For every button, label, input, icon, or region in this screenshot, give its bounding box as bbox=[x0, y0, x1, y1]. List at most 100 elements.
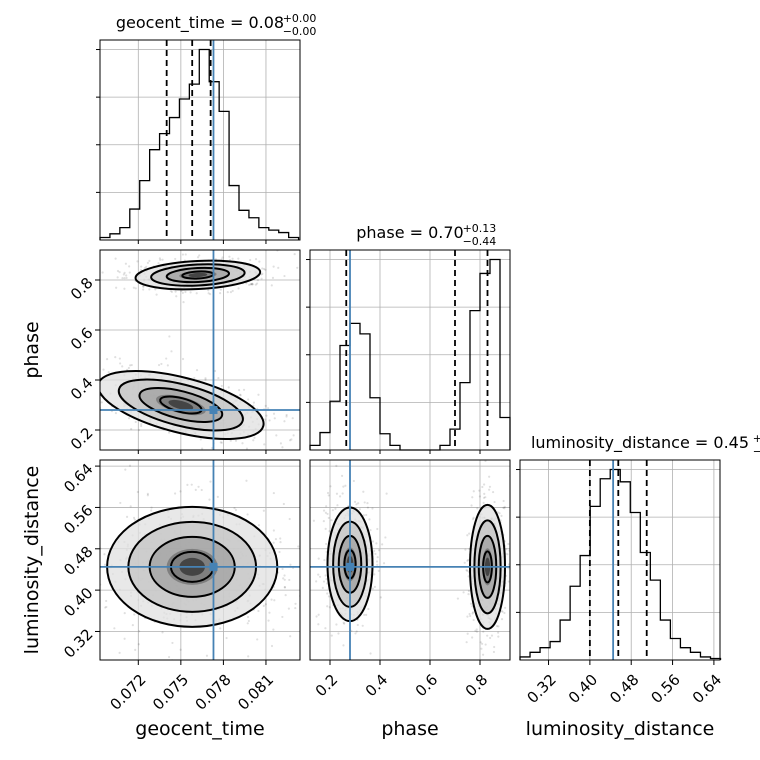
sample-point bbox=[251, 282, 254, 285]
sample-point bbox=[512, 557, 514, 559]
sample-point bbox=[145, 265, 148, 268]
sample-point bbox=[105, 599, 108, 603]
sample-point bbox=[248, 283, 251, 286]
sample-point bbox=[362, 514, 365, 517]
sample-point bbox=[113, 627, 116, 630]
sample-point bbox=[471, 611, 475, 614]
sample-point bbox=[500, 609, 503, 613]
sample-point bbox=[157, 262, 160, 265]
sample-point bbox=[335, 464, 338, 467]
sample-point bbox=[247, 655, 250, 658]
sample-point bbox=[484, 643, 487, 646]
sample-point bbox=[371, 587, 374, 590]
sample-point bbox=[467, 593, 470, 596]
x-tick-label: 0.40 bbox=[565, 671, 601, 707]
sample-point bbox=[140, 265, 143, 268]
sample-point bbox=[237, 257, 240, 260]
sample-point bbox=[114, 356, 117, 359]
sample-point bbox=[128, 271, 131, 274]
sample-point bbox=[306, 514, 308, 516]
sample-point bbox=[327, 595, 331, 598]
sample-point bbox=[294, 606, 297, 610]
sample-point bbox=[119, 362, 122, 365]
sample-point bbox=[481, 653, 485, 656]
sample-point bbox=[264, 404, 267, 407]
sample-point bbox=[146, 261, 150, 264]
sample-point bbox=[322, 580, 326, 583]
sample-point bbox=[329, 485, 332, 488]
sample-point bbox=[257, 609, 260, 613]
sample-point bbox=[466, 534, 469, 537]
panel-frame bbox=[99, 39, 301, 241]
sample-point bbox=[282, 577, 285, 580]
sample-point bbox=[334, 507, 337, 510]
sample-point bbox=[471, 518, 475, 521]
sample-point bbox=[209, 480, 212, 483]
sample-point bbox=[262, 509, 265, 512]
title-upper-error: +0.13 bbox=[463, 222, 497, 235]
sample-point bbox=[296, 266, 299, 269]
sample-point bbox=[283, 586, 286, 589]
sample-point bbox=[175, 295, 178, 298]
sample-point bbox=[204, 377, 207, 380]
y-tick-label: 0.2 bbox=[67, 424, 97, 454]
sample-point bbox=[368, 518, 371, 521]
sample-point bbox=[200, 488, 203, 492]
x-tick-label: 0.075 bbox=[149, 671, 192, 714]
sample-point bbox=[481, 642, 484, 645]
sample-point bbox=[272, 628, 275, 631]
sample-point bbox=[181, 291, 184, 294]
sample-point bbox=[96, 383, 98, 385]
sample-point bbox=[500, 617, 504, 621]
sample-point bbox=[93, 281, 95, 283]
sample-point bbox=[158, 257, 161, 260]
sample-point bbox=[251, 456, 253, 458]
sample-point bbox=[365, 513, 368, 517]
sample-point bbox=[93, 524, 95, 526]
sample-point bbox=[341, 492, 344, 495]
sample-point bbox=[463, 561, 466, 564]
sample-point bbox=[501, 610, 504, 613]
sample-point bbox=[217, 376, 220, 380]
sample-point bbox=[196, 256, 200, 259]
panel-frame bbox=[99, 249, 301, 451]
sample-point bbox=[330, 634, 333, 637]
sample-point bbox=[278, 550, 281, 554]
sample-point bbox=[186, 483, 189, 486]
sample-point bbox=[179, 648, 182, 651]
sample-point bbox=[237, 287, 240, 290]
sample-point bbox=[283, 274, 286, 278]
sample-point bbox=[122, 273, 125, 276]
sample-point bbox=[118, 651, 121, 654]
sample-point bbox=[381, 543, 384, 546]
sample-point bbox=[283, 586, 287, 589]
x-tick-label: 0.6 bbox=[412, 671, 442, 701]
sample-point bbox=[246, 513, 249, 516]
sample-point bbox=[204, 378, 207, 381]
histogram-luminosity_distance bbox=[519, 468, 722, 660]
y-tick-label: 0.8 bbox=[67, 274, 97, 304]
sample-point bbox=[337, 632, 340, 635]
sample-point bbox=[146, 492, 149, 495]
sample-point bbox=[273, 599, 276, 602]
truth-marker bbox=[209, 406, 218, 414]
sample-point bbox=[376, 556, 379, 559]
sample-point bbox=[475, 630, 479, 633]
sample-point bbox=[481, 485, 484, 489]
sample-point bbox=[166, 364, 169, 367]
sample-point bbox=[272, 541, 275, 544]
sample-point bbox=[486, 634, 489, 637]
sample-point bbox=[174, 290, 177, 293]
sample-point bbox=[181, 253, 185, 256]
title-lower-error: −0.44 bbox=[463, 235, 497, 248]
sample-point bbox=[258, 260, 261, 263]
sample-point bbox=[229, 439, 232, 442]
sample-point bbox=[490, 694, 492, 696]
sample-point bbox=[291, 417, 294, 420]
sample-point bbox=[130, 363, 133, 367]
sample-point bbox=[371, 540, 375, 543]
x-axis-label-luminosity_distance: luminosity_distance bbox=[526, 718, 715, 740]
sample-point bbox=[184, 290, 187, 294]
sample-point bbox=[478, 495, 481, 498]
histogram-geocent_time bbox=[99, 48, 300, 240]
